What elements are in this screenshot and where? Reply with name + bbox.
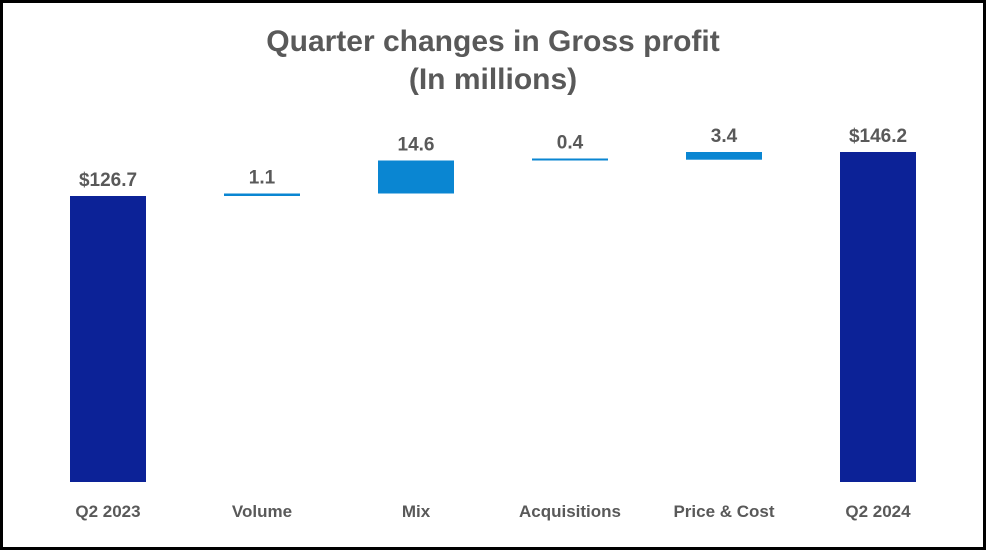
category-label-acquisitions: Acquisitions — [519, 502, 621, 521]
value-label-volume: 1.1 — [249, 168, 276, 189]
bar-acquisitions — [532, 158, 608, 161]
value-label-mix: 14.6 — [398, 135, 435, 156]
bar-mix — [378, 160, 454, 194]
category-label-price-cost: Price & Cost — [673, 502, 774, 521]
chart-subtitle: (In millions) — [408, 63, 578, 96]
value-label-acquisitions: 0.4 — [557, 133, 584, 154]
bar-volume — [224, 193, 300, 196]
bar-q2-2024 — [840, 152, 916, 482]
category-label-mix: Mix — [402, 502, 431, 521]
chart-title: Quarter changes in Gross profit — [266, 25, 720, 58]
bar-price-cost — [686, 152, 762, 160]
value-label-q2-2023: $126.7 — [79, 170, 137, 191]
category-label-q2-2024: Q2 2024 — [845, 502, 911, 521]
category-label-volume: Volume — [232, 502, 292, 521]
bar-q2-2023 — [70, 196, 146, 482]
category-label-q2-2023: Q2 2023 — [75, 502, 140, 521]
value-label-q2-2024: $146.2 — [849, 126, 907, 147]
value-label-price-cost: 3.4 — [711, 126, 738, 147]
